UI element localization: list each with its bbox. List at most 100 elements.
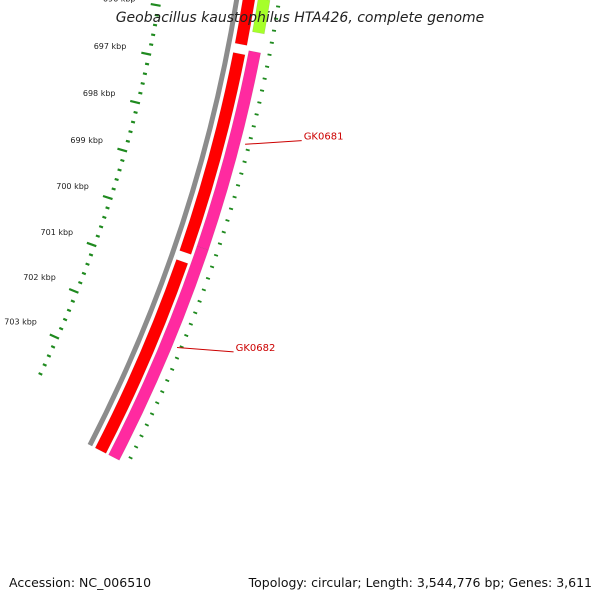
scale-tick	[105, 206, 110, 210]
outer-tick	[248, 136, 253, 140]
scale-tick	[133, 110, 138, 115]
outer-tick	[193, 311, 198, 315]
scale-tick	[120, 158, 125, 163]
outer-tick	[165, 378, 170, 383]
gene-label: GK0682	[236, 343, 276, 354]
outer-tick	[197, 299, 202, 303]
scale-tick	[98, 225, 104, 229]
outer-tick	[213, 253, 219, 257]
outer-tick	[269, 41, 274, 44]
genome-summary-text: Topology: circular; Length: 3,544,776 bp…	[248, 575, 592, 590]
scale-tick	[128, 130, 133, 134]
outer-tick	[275, 5, 281, 8]
gene-label-leader	[176, 347, 234, 353]
scale-tick	[70, 299, 76, 303]
scale-tick	[117, 147, 128, 153]
scale-tick	[50, 345, 56, 349]
backbone-line	[87, 0, 240, 447]
outer-tick	[239, 172, 244, 176]
scale-tick-label: 696 kbp	[103, 0, 136, 4]
cds-feature	[196, 50, 262, 251]
scale-tick	[62, 317, 68, 322]
scale-tick	[111, 187, 116, 191]
scale-tick	[38, 372, 43, 376]
scale-ticks: 696 kbp 697 kbp 698 kbp 699 kbp 700 kbp 701 k…	[4, 0, 281, 460]
outer-tick	[257, 101, 262, 104]
outer-tick	[169, 367, 175, 371]
scale-tick	[102, 194, 113, 201]
scale-tick-label: 699 kbp	[70, 136, 103, 145]
scale-tick	[144, 62, 150, 66]
feature-tracks	[87, 0, 271, 461]
outer-tick	[242, 160, 247, 164]
scale-tick	[95, 234, 101, 238]
outer-tick	[245, 148, 250, 152]
scale-tick-label: 697 kbp	[94, 42, 127, 51]
scale-tick	[125, 139, 131, 143]
outer-tick	[139, 434, 144, 438]
scale-tick	[81, 271, 87, 276]
scale-tick	[154, 13, 160, 17]
scale-tick	[42, 363, 47, 367]
scale-tick	[68, 287, 79, 294]
scale-tick	[58, 326, 64, 331]
scale-tick	[114, 177, 119, 182]
scale-tick-label: 698 kbp	[83, 89, 116, 98]
gene-label-leader	[245, 140, 302, 145]
cds-feature	[94, 259, 189, 454]
outer-tick	[217, 242, 223, 246]
outer-tick	[188, 322, 193, 326]
outer-tick	[160, 390, 165, 394]
outer-tick	[128, 456, 133, 460]
outer-tick	[273, 17, 279, 20]
scale-tick	[130, 120, 136, 124]
outer-tick	[235, 183, 241, 187]
outer-tick	[251, 124, 256, 128]
outer-tick	[267, 53, 272, 56]
accession-text: Accession: NC_006510	[9, 575, 152, 590]
outer-tick	[155, 401, 160, 405]
outer-tick	[259, 89, 265, 92]
outer-tick	[149, 412, 155, 416]
outer-tick	[133, 445, 139, 449]
scale-tick	[152, 23, 158, 27]
cds-feature	[179, 52, 246, 255]
scale-tick	[129, 99, 141, 105]
outer-tick	[174, 356, 180, 360]
scale-tick-label: 703 kbp	[4, 318, 37, 327]
scale-tick-label: 702 kbp	[23, 273, 56, 282]
outer-tick	[179, 345, 184, 349]
map-title: Geobacillus kaustophilus HTA426, complet…	[115, 10, 485, 26]
scale-tick	[149, 43, 154, 47]
scale-tick	[140, 81, 145, 85]
scale-tick	[85, 262, 90, 266]
gene-label: GK0681	[304, 132, 344, 143]
scale-tick	[138, 91, 143, 95]
scale-tick	[117, 168, 122, 172]
outer-tick	[264, 65, 270, 68]
outer-tick	[201, 288, 207, 292]
scale-tick	[150, 3, 161, 7]
scale-tick-label: 700 kbp	[56, 182, 89, 191]
cds-feature	[252, 0, 271, 35]
scale-tick	[78, 280, 83, 285]
scale-tick	[46, 354, 52, 358]
outer-tick	[209, 265, 215, 269]
outer-tick	[228, 207, 234, 211]
cds-feature	[234, 0, 256, 46]
outer-tick	[205, 276, 211, 280]
scale-tick	[88, 253, 94, 257]
scale-tick	[142, 72, 148, 76]
scale-tick	[150, 33, 156, 37]
scale-tick	[86, 241, 97, 248]
outer-tick	[254, 113, 259, 116]
scale-tick-label: 701 kbp	[41, 228, 74, 237]
outer-tick	[271, 29, 277, 32]
scale-tick	[102, 215, 107, 220]
scale-tick	[66, 308, 72, 313]
outer-tick	[232, 195, 237, 199]
scale-tick	[49, 333, 60, 340]
outer-tick	[144, 423, 150, 427]
